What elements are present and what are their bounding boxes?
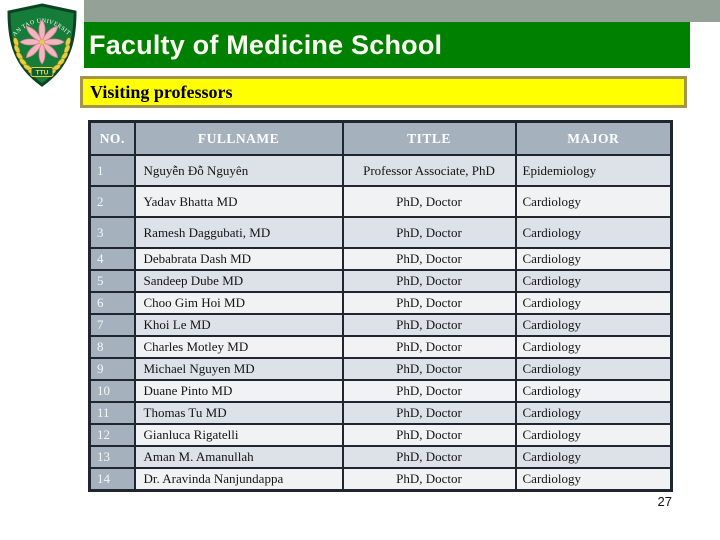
cell-title: PhD, Doctor bbox=[341, 423, 517, 447]
table-row: 9 Michael Nguyen MD PhD, Doctor Cardiology bbox=[88, 357, 673, 381]
cell-major: Cardiology bbox=[514, 357, 673, 381]
table-row: 13 Aman M. Amanullah PhD, Doctor Cardiology bbox=[88, 445, 673, 469]
column-header: MAJOR bbox=[514, 120, 673, 156]
cell-no: 14 bbox=[88, 467, 136, 491]
cell-major: Cardiology bbox=[514, 335, 673, 359]
column-header: NO. bbox=[88, 120, 136, 156]
professors-table: NO. FULLNAME TITLE MAJOR 1 Nguyễn Đỗ Nguyên P… bbox=[88, 120, 673, 492]
cell-no: 7 bbox=[88, 313, 136, 337]
table-row: 5 Sandeep Dube MD PhD, Doctor Cardiology bbox=[88, 269, 673, 293]
cell-major: Cardiology bbox=[514, 379, 673, 403]
cell-title: PhD, Doctor bbox=[341, 247, 517, 271]
cell-title: PhD, Doctor bbox=[341, 216, 517, 249]
cell-major: Cardiology bbox=[514, 401, 673, 425]
cell-fullname: Khoi Le MD bbox=[133, 313, 344, 337]
slide-page-number: 27 bbox=[657, 494, 672, 509]
cell-fullname: Aman M. Amanullah bbox=[133, 445, 344, 469]
cell-title: PhD, Doctor bbox=[341, 335, 517, 359]
cell-no: 8 bbox=[88, 335, 136, 359]
cell-major: Cardiology bbox=[514, 445, 673, 469]
cell-fullname: Dr. Aravinda Nanjundappa bbox=[133, 467, 344, 491]
cell-major: Epidemiology bbox=[514, 154, 673, 187]
cell-no: 13 bbox=[88, 445, 136, 469]
cell-fullname: Choo Gim Hoi MD bbox=[133, 291, 344, 315]
column-header: FULLNAME bbox=[133, 120, 344, 156]
table-header: NO. FULLNAME TITLE MAJOR bbox=[88, 120, 673, 156]
logo-banner-text: TTU bbox=[36, 70, 49, 77]
top-gray-strip bbox=[84, 0, 720, 22]
cell-fullname: Nguyễn Đỗ Nguyên bbox=[133, 154, 344, 187]
cell-no: 5 bbox=[88, 269, 136, 293]
cell-major: Cardiology bbox=[514, 313, 673, 337]
cell-title: PhD, Doctor bbox=[341, 185, 517, 218]
cell-no: 1 bbox=[88, 154, 136, 187]
cell-major: Cardiology bbox=[514, 467, 673, 491]
cell-no: 2 bbox=[88, 185, 136, 218]
cell-fullname: Ramesh Daggubati, MD bbox=[133, 216, 344, 249]
table-row: 7 Khoi Le MD PhD, Doctor Cardiology bbox=[88, 313, 673, 337]
professors-table-container: NO. FULLNAME TITLE MAJOR 1 Nguyễn Đỗ Nguyên P… bbox=[88, 120, 673, 492]
cell-title: PhD, Doctor bbox=[341, 313, 517, 337]
section-header: Visiting professors bbox=[80, 76, 687, 108]
flower-icon bbox=[19, 19, 65, 65]
cell-title: Professor Associate, PhD bbox=[341, 154, 517, 187]
header-bar: Faculty of Medicine School bbox=[84, 22, 690, 68]
page-title: Faculty of Medicine School bbox=[89, 29, 443, 60]
cell-no: 4 bbox=[88, 247, 136, 271]
table-row: 10 Duane Pinto MD PhD, Doctor Cardiology bbox=[88, 379, 673, 403]
cell-fullname: Yadav Bhatta MD bbox=[133, 185, 344, 218]
table-row: 11 Thomas Tu MD PhD, Doctor Cardiology bbox=[88, 401, 673, 425]
section-title: Visiting professors bbox=[90, 81, 233, 102]
cell-fullname: Thomas Tu MD bbox=[133, 401, 344, 425]
cell-fullname: Michael Nguyen MD bbox=[133, 357, 344, 381]
table-row: 14 Dr. Aravinda Nanjundappa PhD, Doctor Car… bbox=[88, 467, 673, 491]
cell-title: PhD, Doctor bbox=[341, 269, 517, 293]
table-row: 8 Charles Motley MD PhD, Doctor Cardiology bbox=[88, 335, 673, 359]
cell-title: PhD, Doctor bbox=[341, 379, 517, 403]
table-row: 3 Ramesh Daggubati, MD PhD, Doctor Cardiolo… bbox=[88, 216, 673, 249]
cell-no: 9 bbox=[88, 357, 136, 381]
cell-major: Cardiology bbox=[514, 247, 673, 271]
table-row: 1 Nguyễn Đỗ Nguyên Professor Associate, Ph… bbox=[88, 154, 673, 187]
cell-no: 12 bbox=[88, 423, 136, 447]
logo-banner: TTU bbox=[30, 67, 54, 77]
cell-major: Cardiology bbox=[514, 423, 673, 447]
cell-major: Cardiology bbox=[514, 269, 673, 293]
cell-title: PhD, Doctor bbox=[341, 401, 517, 425]
cell-fullname: Charles Motley MD bbox=[133, 335, 344, 359]
cell-fullname: Duane Pinto MD bbox=[133, 379, 344, 403]
table-row: 4 Debabrata Dash MD PhD, Doctor Cardiology bbox=[88, 247, 673, 271]
cell-fullname: Debabrata Dash MD bbox=[133, 247, 344, 271]
table-row: 6 Choo Gim Hoi MD PhD, Doctor Cardiology bbox=[88, 291, 673, 315]
cell-no: 6 bbox=[88, 291, 136, 315]
cell-major: Cardiology bbox=[514, 291, 673, 315]
cell-no: 3 bbox=[88, 216, 136, 249]
cell-no: 10 bbox=[88, 379, 136, 403]
cell-major: Cardiology bbox=[514, 216, 673, 249]
cell-title: PhD, Doctor bbox=[341, 467, 517, 491]
cell-title: PhD, Doctor bbox=[341, 357, 517, 381]
cell-title: PhD, Doctor bbox=[341, 291, 517, 315]
cell-title: PhD, Doctor bbox=[341, 445, 517, 469]
column-header: TITLE bbox=[341, 120, 517, 156]
cell-fullname: Gianluca Rigatelli bbox=[133, 423, 344, 447]
university-crest-logo: TAN TAO UNIVERSITY bbox=[4, 2, 77, 87]
cell-fullname: Sandeep Dube MD bbox=[133, 269, 344, 293]
cell-no: 11 bbox=[88, 401, 136, 425]
table-row: 2 Yadav Bhatta MD PhD, Doctor Cardiology bbox=[88, 185, 673, 218]
table-row: 12 Gianluca Rigatelli PhD, Doctor Cardiolog… bbox=[88, 423, 673, 447]
cell-major: Cardiology bbox=[514, 185, 673, 218]
